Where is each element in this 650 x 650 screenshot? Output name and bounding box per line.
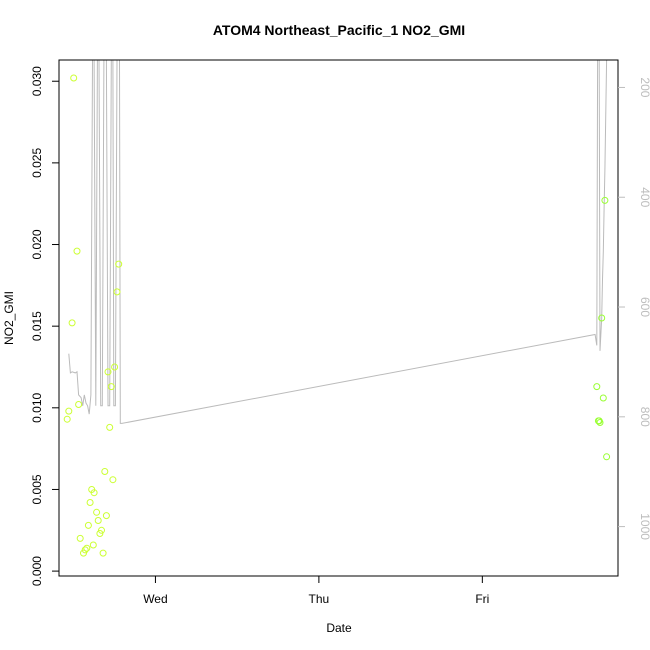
x-tick-label: Fri [475, 592, 489, 606]
data-point [601, 196, 609, 204]
y2-axis: 200 400 600 800 1000 [618, 77, 650, 540]
data-point [98, 526, 105, 534]
plot-frame [58, 59, 619, 577]
series-line [68, 60, 608, 424]
data-point [593, 383, 601, 391]
data-point [75, 401, 83, 408]
data-point [94, 517, 102, 524]
y2-tick-label: 1000 [638, 513, 650, 540]
y-tick-label: 0.030 [30, 66, 44, 96]
data-point [115, 260, 123, 268]
data-point [84, 521, 92, 529]
data-point [89, 541, 97, 549]
x-tick-label: Thu [309, 592, 330, 606]
y2-tick-label: 600 [638, 297, 650, 317]
y-tick-label: 0.010 [30, 392, 44, 422]
data-point [65, 407, 73, 415]
y-tick-label: 0.025 [30, 148, 44, 178]
y-tick-label: 0.005 [30, 474, 44, 504]
data-point [68, 319, 76, 327]
data-point [63, 415, 71, 423]
point-layer [63, 74, 611, 557]
y2-tick-label: 200 [638, 77, 650, 97]
data-point [81, 546, 89, 554]
data-point [83, 544, 91, 552]
data-point [599, 394, 607, 402]
y-axis-label: NO2_GMI [2, 291, 16, 345]
data-point [104, 368, 112, 376]
data-point [76, 534, 84, 542]
data-point [70, 74, 78, 82]
y-tick-label: 0.020 [30, 229, 44, 259]
y-axis: 0.000 0.005 0.010 0.015 0.020 0.025 0.030 [30, 66, 59, 586]
data-point [106, 423, 114, 431]
data-point [109, 476, 117, 484]
data-point [93, 508, 101, 516]
data-point [73, 247, 81, 255]
data-point [107, 383, 115, 391]
data-point [90, 489, 98, 497]
y2-tick-label: 400 [638, 187, 650, 207]
y-tick-label: 0.000 [30, 556, 44, 586]
x-tick-label: Wed [143, 592, 167, 606]
y2-tick-label: 800 [638, 407, 650, 427]
x-axis-label: Date [326, 621, 352, 635]
line-layer [68, 60, 608, 424]
data-point [598, 314, 606, 322]
data-point [113, 288, 121, 296]
y-tick-label: 0.015 [30, 311, 44, 341]
plot-area [63, 60, 611, 557]
data-point [111, 363, 119, 371]
data-point [603, 453, 611, 461]
x-axis: Wed Thu Fri [143, 576, 489, 606]
data-point [99, 549, 107, 557]
chart-title: ATOM4 Northeast_Pacific_1 NO2_GMI [213, 22, 465, 38]
data-point [101, 468, 109, 475]
data-point [596, 419, 604, 426]
data-point [86, 499, 94, 506]
data-point [102, 512, 110, 520]
